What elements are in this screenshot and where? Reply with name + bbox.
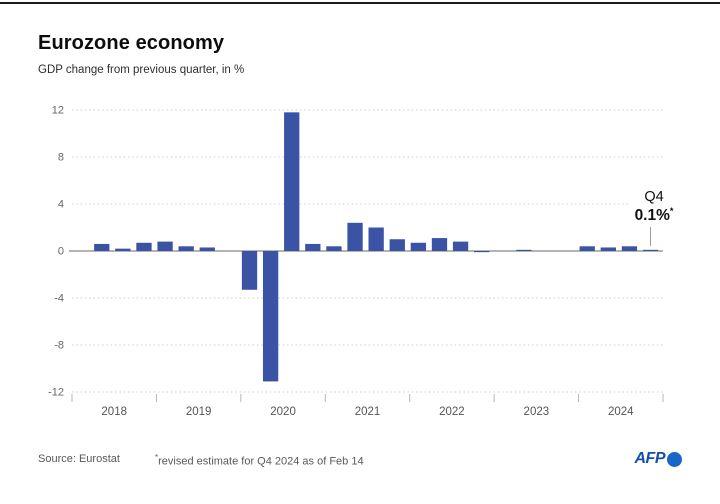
year-label-2021: 2021 [355,406,381,418]
y-tick-label--4: -4 [54,293,64,305]
annotation-asterisk: * [669,206,674,217]
bar-2020-Q2 [262,251,279,382]
afp-logo-globe-icon [667,451,682,467]
bar-2019-Q2 [178,246,194,251]
bar-2021-Q2 [347,222,363,251]
y-tick-label-8: 8 [58,152,64,164]
bar-2020-Q3 [284,112,300,251]
bar-2019-Q3 [199,247,215,251]
bar-2022-Q1 [410,242,427,251]
footnote-asterisk: * [155,453,159,462]
bar-2018-Q3 [115,248,131,251]
annotation-quarter: Q4 [644,189,664,205]
bar-2021-Q4 [389,239,405,251]
bar-2022-Q2 [431,238,448,251]
y-gridlines: 12 8 4 0 -4 -8 -12 [48,105,663,399]
y-tick-label--12: -12 [48,387,64,399]
bar-2020-Q1 [241,251,258,290]
annotation-value: 0.1%* [628,206,680,225]
year-label-2020: 2020 [270,406,296,418]
annotation-leader-line [650,227,651,246]
y-tick-label-0: 0 [58,246,64,258]
bar-2024-Q3 [621,246,638,251]
bar-2021-Q1 [326,246,342,251]
y-tick-label-4: 4 [58,199,64,211]
chart-subtitle: GDP change from previous quarter, in % [38,64,245,76]
year-label-2019: 2019 [186,406,212,418]
bar-2022-Q3 [452,241,469,251]
page-title: Eurozone economy [38,32,225,54]
footnote-text: revised estimate for Q4 2024 as of Feb 1… [158,455,364,468]
bar-2024-Q1 [579,246,595,251]
footnote: *revised estimate for Q4 2024 as of Feb … [155,453,364,468]
year-label-2023: 2023 [524,406,550,418]
q4-annotation: Q4 0.1%* [628,189,680,225]
bar-2018-Q2 [94,243,110,251]
year-label-2022: 2022 [439,406,465,418]
year-label-2018: 2018 [101,406,127,418]
bar-2019-Q1 [157,241,173,251]
year-label-2024: 2024 [608,406,634,418]
y-tick-label--8: -8 [54,340,64,352]
afp-logo: AFP [634,450,682,468]
bar-2023-Q2 [516,249,532,251]
bar-2024-Q2 [600,247,616,251]
source-text: Source: Eurostat [38,453,120,465]
afp-logo-text: AFP [634,450,666,467]
bars [94,112,659,382]
bar-2022-Q4 [474,251,490,253]
annotation-value-text: 0.1% [634,207,670,225]
y-tick-label-12: 12 [52,105,64,117]
bar-2018-Q4 [136,242,152,251]
bar-2021-Q3 [368,227,384,251]
bar-2020-Q4 [305,243,321,251]
top-rule [0,2,720,4]
bar-2024-Q4 [642,249,659,251]
x-axis: 2018 2019 2020 2021 2022 2023 2024 [71,394,664,418]
